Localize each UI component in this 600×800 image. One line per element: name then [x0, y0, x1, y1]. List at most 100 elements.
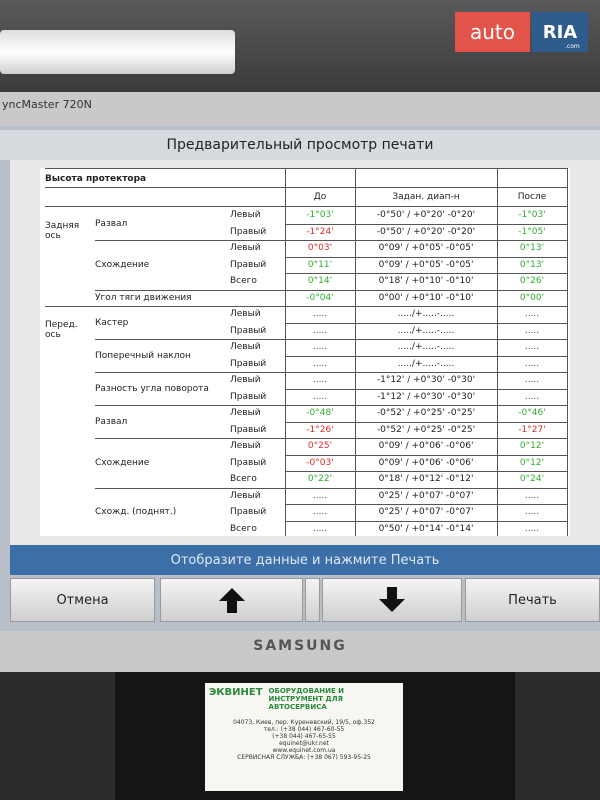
table-rule	[285, 388, 567, 390]
after-value: 0°12'	[519, 441, 545, 452]
cancel-button[interactable]: Отмена	[10, 578, 155, 622]
range-value: ...../+.....-.....	[397, 358, 455, 369]
side-label: Всего	[230, 276, 257, 287]
after-value: -1°05'	[518, 226, 546, 237]
item-label: Схождение	[95, 457, 150, 468]
before-value: 0°25'	[307, 441, 333, 452]
range-value: 0°18' / +0°10' -0°10'	[378, 276, 474, 287]
table-rule	[95, 372, 567, 373]
side-label: Правый	[230, 259, 267, 270]
range-value: 0°09' / +0°06' -0°06'	[378, 457, 474, 468]
after-value: 0°13'	[519, 259, 545, 270]
after-value: .....	[524, 523, 540, 534]
sticker-tagline: ОБОРУДОВАНИЕ И ИНСТРУМЕНТ ДЛЯ АВТОСЕРВИС…	[268, 687, 345, 711]
table-rule	[45, 206, 567, 207]
item-label: Развал	[95, 416, 128, 427]
side-label: Левый	[230, 375, 261, 386]
print-table: Высота протектора До Задан. диап-н После Лев…	[40, 168, 570, 536]
before-value: .....	[312, 309, 328, 320]
after-value: 0°00'	[519, 292, 545, 303]
side-label: Левый	[230, 243, 261, 254]
table-rule	[95, 339, 567, 340]
side-label: Левый	[230, 490, 261, 501]
scroll-button[interactable]	[305, 578, 320, 622]
table-rule	[95, 438, 567, 439]
item-label: Поперечный наклон	[95, 350, 191, 361]
item-label: Кастер	[95, 317, 129, 328]
section-label: Высота протектора	[45, 174, 147, 184]
table-rule	[285, 504, 567, 505]
table-rule	[285, 520, 567, 522]
range-value: -1°12' / +0°30' -0°30'	[376, 375, 476, 386]
watermark-ria: RIA	[532, 12, 588, 52]
side-label: Левый	[230, 309, 261, 320]
after-value: .....	[524, 490, 540, 501]
table-rule	[285, 273, 567, 274]
side-label: Левый	[230, 342, 261, 353]
range-value: 0°25' / +0°07' -0°07'	[378, 507, 474, 518]
watermark-suffix: .com	[565, 43, 580, 50]
monitor-brand: SAMSUNG	[253, 638, 347, 654]
side-label: Правый	[230, 457, 267, 468]
table-rule	[285, 471, 567, 472]
item-label: Угол тяги движения	[95, 292, 192, 303]
table-rule	[285, 322, 567, 324]
range-value: -0°50' / +0°20' -0°20'	[376, 210, 476, 221]
side-label: Всего	[230, 474, 257, 485]
table-rule	[355, 168, 356, 536]
after-value: .....	[524, 358, 540, 369]
before-value: .....	[312, 507, 328, 518]
before-value: 0°11'	[307, 259, 333, 270]
table-rule	[285, 355, 567, 357]
range-value: 0°00' / +0°10' -0°10'	[378, 292, 474, 303]
side-label: Левый	[230, 408, 261, 419]
side-label: Правый	[230, 226, 267, 237]
after-value: -1°27'	[518, 424, 546, 435]
range-value: 0°50' / +0°14' -0°14'	[378, 523, 474, 534]
sticker-logo: ЭКВИНЕТ	[209, 687, 263, 698]
lamp	[0, 30, 235, 74]
column-header: До	[313, 192, 327, 202]
before-value: 0°22'	[307, 474, 333, 485]
table-rule	[285, 421, 567, 423]
sticker-line: 04073, Киев, пер. Куреневский, 19/5, оф.…	[233, 719, 375, 726]
before-value: .....	[312, 358, 328, 369]
up-button[interactable]	[160, 578, 303, 622]
before-value: .....	[312, 342, 328, 353]
before-value: 0°14'	[307, 276, 333, 287]
range-value: -0°52' / +0°25' -0°25'	[376, 424, 476, 435]
after-value: .....	[524, 375, 540, 386]
item-label: Разность угла поворота	[95, 383, 209, 394]
range-value: -0°50' / +0°20' -0°20'	[376, 226, 476, 237]
range-value: -0°52' / +0°25' -0°25'	[376, 408, 476, 419]
side-label: Правый	[230, 358, 267, 369]
sticker-line: www.equinet.com.ua	[272, 747, 336, 754]
down-button[interactable]	[322, 578, 462, 622]
after-value: .....	[524, 342, 540, 353]
before-value: .....	[312, 523, 328, 534]
range-value: ...../+.....-.....	[397, 342, 455, 353]
item-label: Схожд. (поднят.)	[95, 507, 177, 518]
before-value: .....	[312, 375, 328, 386]
before-value: 0°03'	[307, 243, 333, 254]
sticker-lines: 04073, Киев, пер. Куреневский, 19/5, оф.…	[209, 719, 399, 761]
side-label: Левый	[230, 210, 261, 221]
status-bar: Отобразите данные и нажмите Печать	[10, 545, 600, 575]
watermark-brand: auto	[455, 12, 530, 52]
sticker-line: equinet@ukr.net	[279, 740, 329, 747]
range-value: 0°09' / +0°05' -0°05'	[378, 259, 474, 270]
table-rule	[285, 454, 567, 456]
before-value: .....	[312, 325, 328, 336]
group-label: Перед. ось	[45, 320, 78, 340]
table-rule	[497, 168, 498, 536]
side-label: Правый	[230, 325, 267, 336]
sticker-line: (+38 044) 467-65-55	[272, 733, 336, 740]
side-label: Всего	[230, 523, 257, 534]
after-value: 0°26'	[519, 276, 545, 287]
range-value: 0°09' / +0°05' -0°05'	[378, 243, 474, 254]
item-label: Развал	[95, 218, 128, 229]
before-value: -0°03'	[306, 457, 334, 468]
print-button[interactable]: Печать	[465, 578, 600, 622]
table-rule	[95, 289, 567, 291]
side-label: Левый	[230, 441, 261, 452]
